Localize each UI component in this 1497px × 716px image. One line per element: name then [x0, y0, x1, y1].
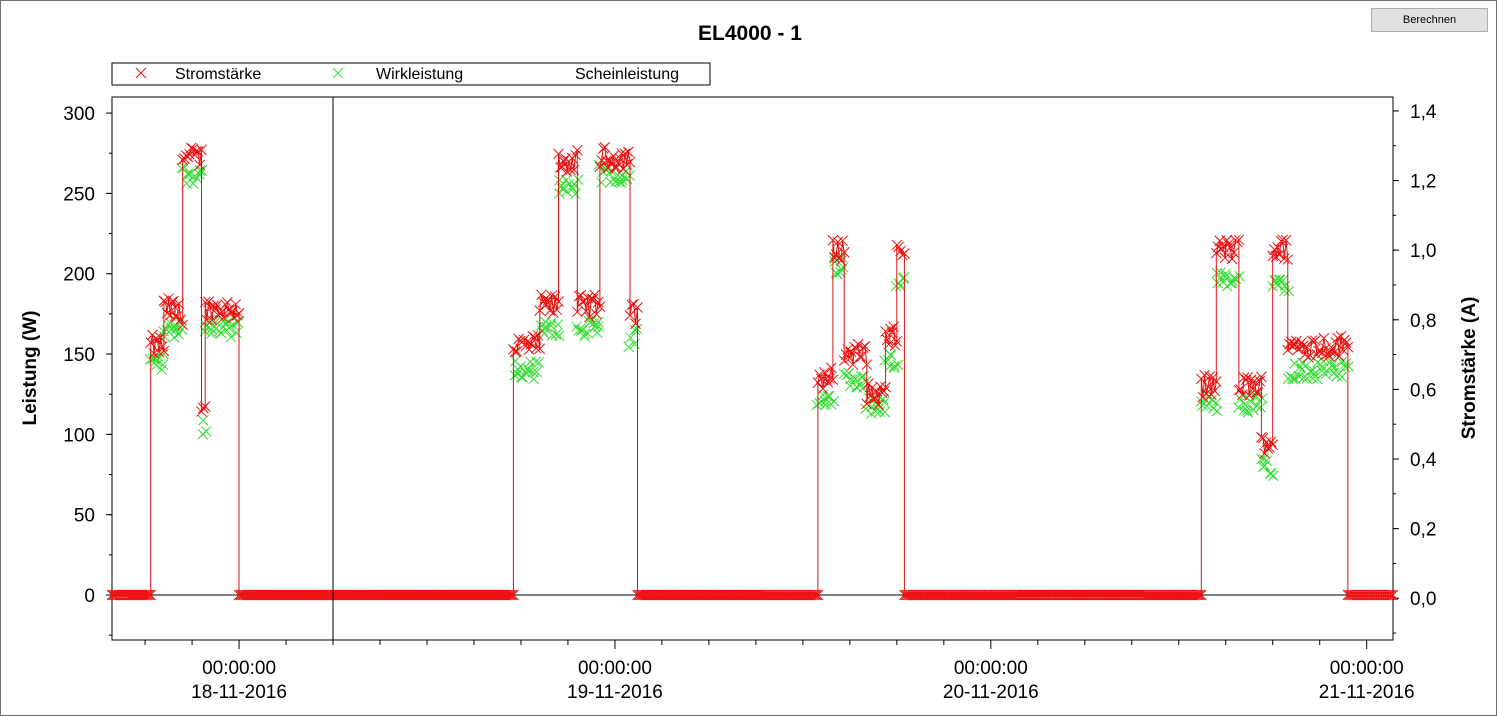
- data-series: [106, 141, 1399, 601]
- axis-ticks: 0 50 100 150 200 250 300 0,0 0,2 0,4 0,6 0,8 1,0 1,2 1…: [63, 102, 1437, 703]
- legend: Stromstärke Wirkleistung Scheinleistung: [111, 62, 711, 86]
- y-tick-label: 50: [74, 506, 95, 527]
- legend-marker-stromstaerke: [135, 67, 147, 79]
- y-axis-title: Leistung (W): [20, 310, 41, 425]
- legend-label-wirkleistung: Wirkleistung: [376, 66, 463, 83]
- legend-box: [111, 62, 711, 86]
- berechnen-button[interactable]: Berechnen: [1371, 8, 1488, 32]
- legend-label-scheinleistung: Scheinleistung: [575, 66, 679, 83]
- y2-tick-label: 0,0: [1410, 589, 1436, 610]
- x-tick-date: 18-11-2016: [191, 682, 287, 703]
- stromstaerke-markers: [106, 141, 1399, 601]
- plot-area: [111, 96, 1394, 641]
- y-tick-label: 100: [63, 425, 95, 446]
- y2-tick-label: 1,2: [1410, 172, 1436, 193]
- legend-label-stromstaerke: Stromstärke: [175, 66, 261, 83]
- y2-tick-label: 1,4: [1410, 102, 1437, 123]
- x-tick-date: 20-11-2016: [943, 682, 1039, 703]
- x-tick-time: 00:00:00: [578, 658, 652, 679]
- y2-tick-label: 0,6: [1410, 380, 1436, 401]
- y2-tick-label: 1,0: [1410, 241, 1436, 262]
- x-tick-time: 00:00:00: [954, 658, 1028, 679]
- y-tick-label: 150: [63, 345, 95, 366]
- wirkleistung-markers: [144, 159, 1354, 481]
- y2-axis-title: Stromstärke (A): [1459, 297, 1480, 440]
- x-tick-time: 00:00:00: [1330, 658, 1404, 679]
- y2-tick-label: 0,8: [1410, 311, 1436, 332]
- y-tick-label: 300: [63, 104, 95, 125]
- chart-title: EL4000 - 1: [698, 22, 802, 45]
- y-tick-label: 0: [84, 586, 95, 607]
- y2-tick-label: 0,4: [1410, 450, 1437, 471]
- y-tick-label: 250: [63, 184, 95, 205]
- legend-marker-wirkleistung: [332, 67, 344, 79]
- y2-tick-label: 0,2: [1410, 520, 1436, 541]
- x-tick-date: 19-11-2016: [567, 682, 663, 703]
- x-tick-date: 21-11-2016: [1319, 682, 1415, 703]
- y-tick-label: 200: [63, 265, 95, 286]
- x-tick-time: 00:00:00: [202, 658, 276, 679]
